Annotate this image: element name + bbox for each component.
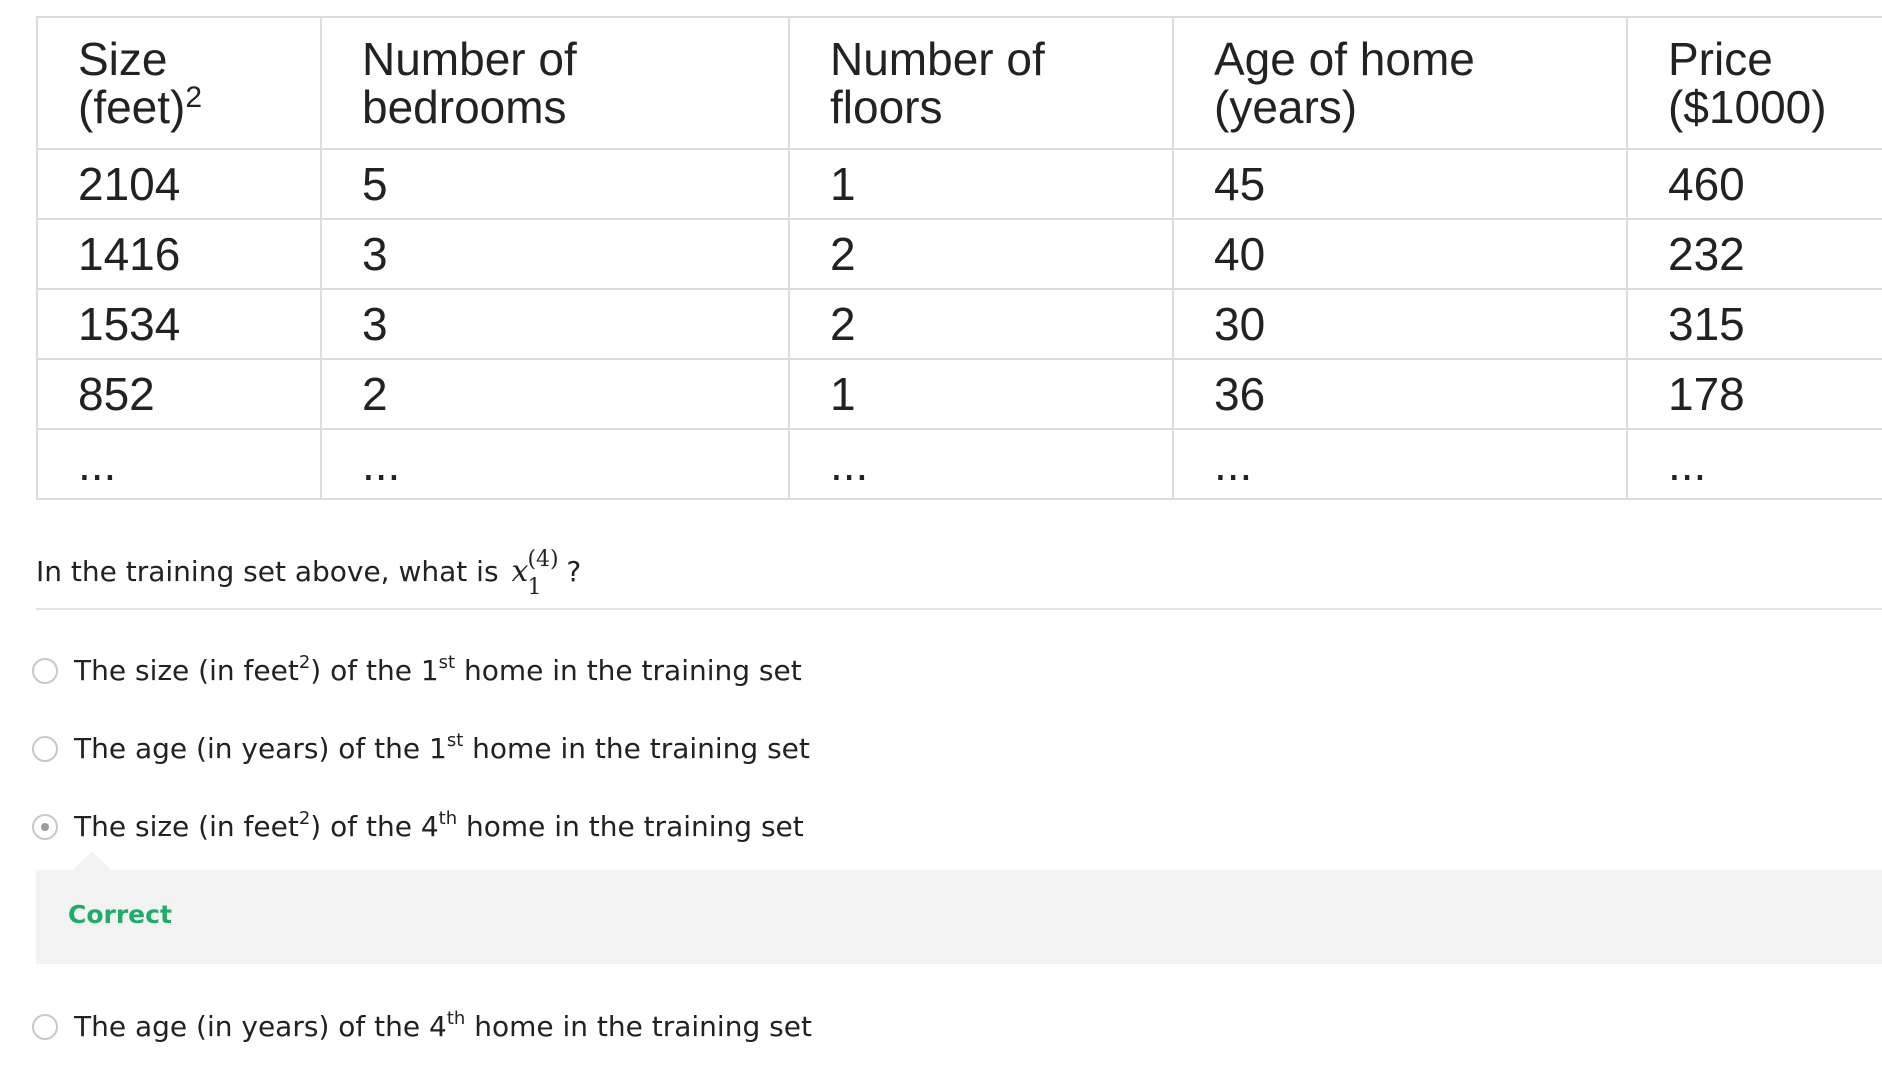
- option-label: The size (in feet2) of the 1st home in t…: [74, 652, 802, 688]
- cell-floors: 1: [788, 358, 1174, 430]
- option-age-4th-home[interactable]: The age (in years) of the 4th home in th…: [32, 1010, 812, 1043]
- header-price-line1: Price: [1668, 33, 1773, 85]
- radio-button-selected[interactable]: [32, 813, 58, 840]
- feedback-correct-label: Correct: [68, 900, 172, 929]
- header-floors-line2: floors: [830, 81, 943, 133]
- cell-price: 178: [1626, 358, 1882, 430]
- header-size-line2: (feet)2: [78, 81, 203, 133]
- cell-floors: 2: [788, 288, 1174, 360]
- cell-age: ...: [1172, 428, 1628, 500]
- cell-floors: 1: [788, 148, 1174, 220]
- header-age-line2: (years): [1214, 81, 1358, 133]
- header-price-line2: ($1000): [1668, 81, 1827, 133]
- question-text: In the training set above, what is x (4) 1…: [36, 547, 1882, 610]
- header-bedrooms-line2: bedrooms: [362, 81, 567, 133]
- option-age-1st-home[interactable]: The age (in years) of the 1st home in th…: [32, 732, 810, 765]
- option-size-1st-home[interactable]: The size (in feet2) of the 1st home in t…: [32, 654, 802, 687]
- cell-size: ...: [36, 428, 322, 500]
- cell-bedrooms: ...: [320, 428, 790, 500]
- cell-size: 1416: [36, 218, 322, 290]
- table-row: 1416 3 2 40 232: [36, 218, 1882, 290]
- cell-price: ...: [1626, 428, 1882, 500]
- header-bedrooms: Number of bedrooms: [320, 16, 790, 150]
- question-suffix: ?: [566, 555, 582, 588]
- cell-floors: 2: [788, 218, 1174, 290]
- header-size-line1: Size: [78, 33, 168, 85]
- header-age-line1: Age of home: [1214, 33, 1475, 85]
- cell-age: 45: [1172, 148, 1628, 220]
- cell-price: 315: [1626, 288, 1882, 360]
- table-row-ellipsis: ... ... ... ... ...: [36, 428, 1882, 500]
- cell-size: 2104: [36, 148, 322, 220]
- cell-age: 30: [1172, 288, 1628, 360]
- cell-bedrooms: 3: [320, 218, 790, 290]
- cell-size: 852: [36, 358, 322, 430]
- header-bedrooms-line1: Number of: [362, 33, 577, 85]
- cell-size: 1534: [36, 288, 322, 360]
- radio-button[interactable]: [32, 1013, 58, 1040]
- math-subscript: 1: [527, 575, 542, 600]
- cell-bedrooms: 5: [320, 148, 790, 220]
- table-header-row: Size (feet)2 Number of bedrooms Number o…: [36, 16, 1882, 150]
- header-floors-line1: Number of: [830, 33, 1045, 85]
- cell-bedrooms: 2: [320, 358, 790, 430]
- table-row: 852 2 1 36 178: [36, 358, 1882, 430]
- radio-button[interactable]: [32, 657, 58, 684]
- header-size-sup: 2: [185, 81, 203, 114]
- math-variable: x (4) 1: [511, 547, 558, 600]
- cell-price: 460: [1626, 148, 1882, 220]
- question-prefix: In the training set above, what is: [36, 555, 508, 588]
- option-label: The size (in feet2) of the 4th home in t…: [74, 808, 804, 844]
- radio-button[interactable]: [32, 735, 58, 762]
- table-row: 1534 3 2 30 315: [36, 288, 1882, 360]
- cell-age: 40: [1172, 218, 1628, 290]
- cell-bedrooms: 3: [320, 288, 790, 360]
- option-label: The age (in years) of the 1st home in th…: [74, 730, 810, 766]
- cell-price: 232: [1626, 218, 1882, 290]
- math-base: x: [511, 554, 529, 589]
- header-age: Age of home (years): [1172, 16, 1628, 150]
- header-size: Size (feet)2: [36, 16, 322, 150]
- table-row: 2104 5 1 45 460: [36, 148, 1882, 220]
- cell-age: 36: [1172, 358, 1628, 430]
- option-label: The age (in years) of the 4th home in th…: [74, 1008, 812, 1044]
- header-floors: Number of floors: [788, 16, 1174, 150]
- math-superscript: (4): [527, 547, 559, 572]
- feedback-box: Correct: [36, 852, 1882, 964]
- training-set-table: Size (feet)2 Number of bedrooms Number o…: [36, 16, 1882, 500]
- cell-floors: ...: [788, 428, 1174, 500]
- header-price: Price ($1000): [1626, 16, 1882, 150]
- option-size-4th-home[interactable]: The size (in feet2) of the 4th home in t…: [32, 810, 804, 843]
